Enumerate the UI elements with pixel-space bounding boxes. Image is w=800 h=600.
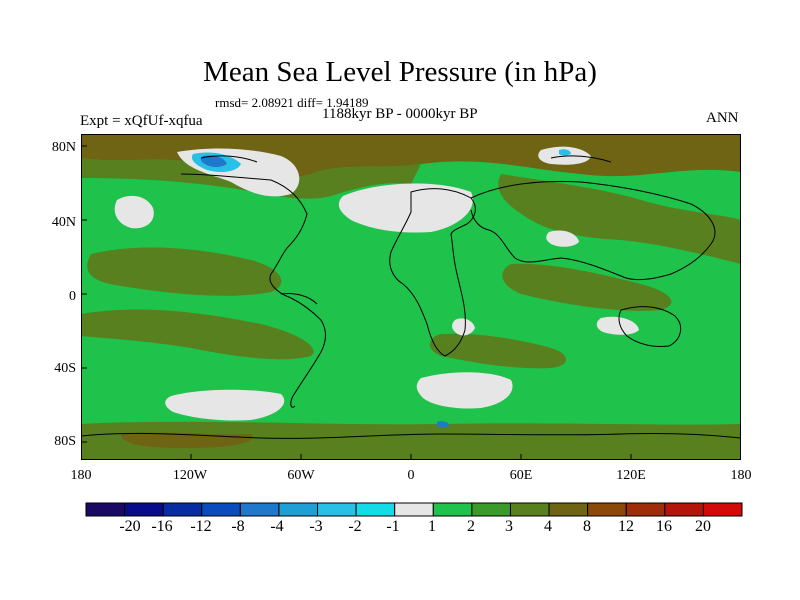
colorbar-box [239,502,280,517]
siberia-cyan-spot [559,149,571,156]
colorbar-box [201,502,241,517]
x-tick-label: 60E [509,468,533,483]
y-tick-label: 40N [51,215,76,230]
colorbar-box [85,502,126,517]
colorbar-box [394,502,434,517]
colorbar-box [471,502,511,517]
indian-olive-region [502,263,672,311]
colorbar-label: -8 [231,518,245,535]
asia-olive-region [498,174,741,264]
colorbar-label: -2 [348,518,362,535]
south-atlantic-olive [429,333,566,369]
y-tick-label: 40S [54,361,76,376]
asia-white-patch [546,230,579,247]
canadian-archipelago-blue [200,155,227,167]
pacific-white-patch [114,195,154,229]
colorbar-box [162,502,203,517]
x-tick-label: 180 [70,468,92,483]
y-tick-label: 80N [51,140,76,155]
x-tick-label: 120W [172,468,208,483]
australia-white-patch [596,316,639,335]
colorbar-label: -3 [309,518,323,535]
madagascar-white-patch [452,318,475,336]
colorbar-box [702,502,743,517]
colorbar-label: -16 [151,518,173,535]
axis-ticks [81,145,632,460]
colorbar [85,502,743,517]
colorbar-box [432,502,473,517]
siberia-white-patch [538,146,591,165]
x-tick-label: 120E [616,468,646,483]
season-label: ANN [706,110,739,126]
experiment-label: Expt = xQfUf-xqfua [80,113,203,129]
colorbar-label: 4 [544,518,552,535]
colorbar-label: -4 [270,518,284,535]
colorbar-label: 12 [618,518,634,535]
map-title: Mean Sea Level Pressure (in hPa) [203,56,597,88]
colorbar-box [317,502,357,517]
colorbar-box [587,502,627,517]
time-period-label: 1188kyr BP - 0000kyr BP [322,106,478,122]
antarctic-olive [81,421,741,460]
colorbar-box [278,502,319,517]
colorbar-label: 16 [656,518,672,535]
colorbar-label: 3 [505,518,513,535]
southern-ocean-white-patch [416,372,513,409]
south-pacific-white-patch [165,389,285,421]
y-tick-label: 0 [69,289,76,304]
colorbar-box [625,502,666,517]
colorbar-label: 20 [695,518,711,535]
colorbar-box [124,502,164,517]
y-tick-label: 80S [54,434,76,449]
colorbar-box [509,502,550,517]
colorbar-label: -12 [190,518,212,535]
colorbar-label: 1 [428,518,436,535]
south-pacific-olive [81,309,314,360]
x-tick-label: 60W [287,468,315,483]
colorbar-label: -1 [386,518,400,535]
colorbar-label: 2 [467,518,475,535]
colorbar-box [664,502,704,517]
pacific-olive-region [87,247,282,296]
colorbar-label: -20 [119,518,141,535]
coastlines [81,155,741,439]
colorbar-box [548,502,589,517]
colorbar-label: 8 [583,518,591,535]
north-atlantic-white-patch [338,183,473,233]
colorbar-box [355,502,396,517]
x-tick-label: 0 [407,468,415,483]
rmsd-diff-stats: rmsd= 2.08921 diff= 1.94189 [215,95,369,110]
x-tick-label: 180 [730,468,752,483]
antarctic-blue-spot [437,421,449,428]
pressure-map [81,134,741,460]
